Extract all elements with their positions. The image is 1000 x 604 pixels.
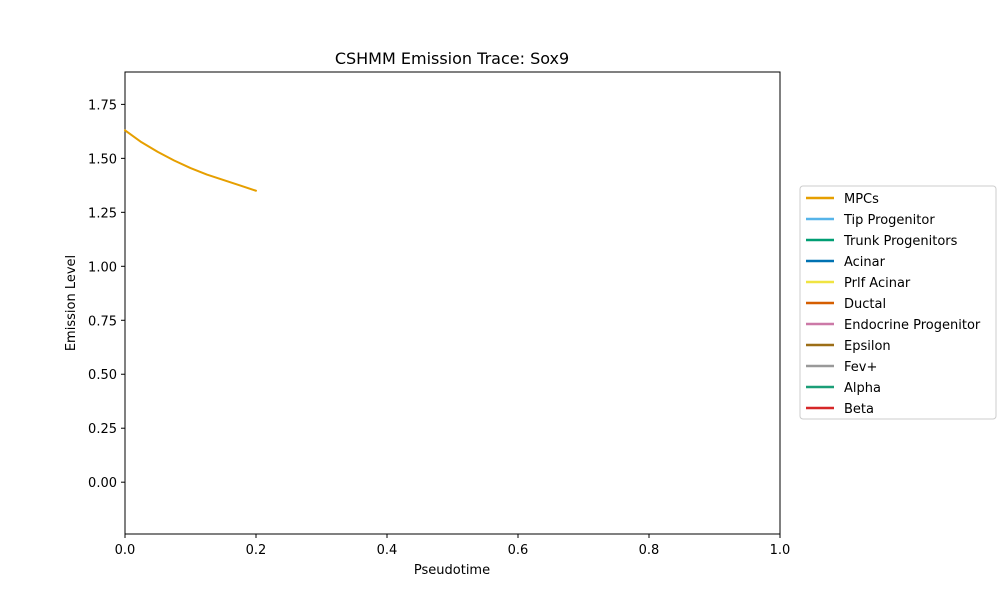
legend-items: MPCs Tip Progenitor Trunk Progenitors Acina…	[806, 192, 981, 417]
x-tick-label: 0.6	[508, 543, 529, 558]
x-tick-label: 1.0	[770, 543, 791, 558]
x-tick-label: 0.0	[115, 543, 136, 558]
plot-area	[124, 71, 781, 535]
legend-frame	[799, 185, 997, 420]
legend-label-alpha: Alpha	[844, 381, 881, 396]
x-tick-label: 0.8	[639, 543, 660, 558]
legend-label-trunk-progenitors: Trunk Progenitors	[843, 234, 958, 249]
y-tick-label: 1.75	[88, 98, 117, 113]
y-tick-label: 1.00	[88, 260, 117, 275]
legend-label-fev-: Fev+	[844, 360, 877, 375]
y-tick-label: 0.25	[88, 422, 117, 437]
y-tick-label: 0.50	[88, 368, 117, 383]
legend-label-epsilon: Epsilon	[844, 339, 891, 354]
legend-label-beta: Beta	[844, 402, 874, 417]
legend: MPCs Tip Progenitor Trunk Progenitors Acina…	[799, 185, 997, 420]
legend-label-acinar: Acinar	[844, 255, 886, 270]
x-tick-label: 0.2	[246, 543, 267, 558]
x-axis-label: Pseudotime	[414, 563, 490, 578]
axes-frame	[124, 71, 781, 535]
x-tick-label: 0.4	[377, 543, 398, 558]
y-tick-label: 0.00	[88, 476, 117, 491]
y-axis-label: Emission Level	[64, 255, 79, 351]
legend-label-ductal: Ductal	[844, 297, 886, 312]
series-layer	[124, 129, 257, 192]
legend-label-endocrine-progenitor: Endocrine Progenitor	[844, 318, 981, 333]
y-axis-ticks: 0.00 0.25 0.50 0.75 1.00 1.25 1.50 1.75	[88, 98, 125, 491]
chart-title: CSHMM Emission Trace: Sox9	[335, 49, 569, 68]
legend-label-tip-progenitor: Tip Progenitor	[843, 213, 935, 228]
y-tick-label: 0.75	[88, 314, 117, 329]
legend-label-mpcs: MPCs	[844, 192, 879, 207]
y-tick-label: 1.50	[88, 152, 117, 167]
series-line-mpcs	[124, 129, 257, 192]
legend-label-prlf-acinar: Prlf Acinar	[844, 276, 911, 291]
x-axis-ticks: 0.0 0.2 0.4 0.6 0.8 1.0	[115, 534, 791, 558]
y-tick-label: 1.25	[88, 206, 117, 221]
